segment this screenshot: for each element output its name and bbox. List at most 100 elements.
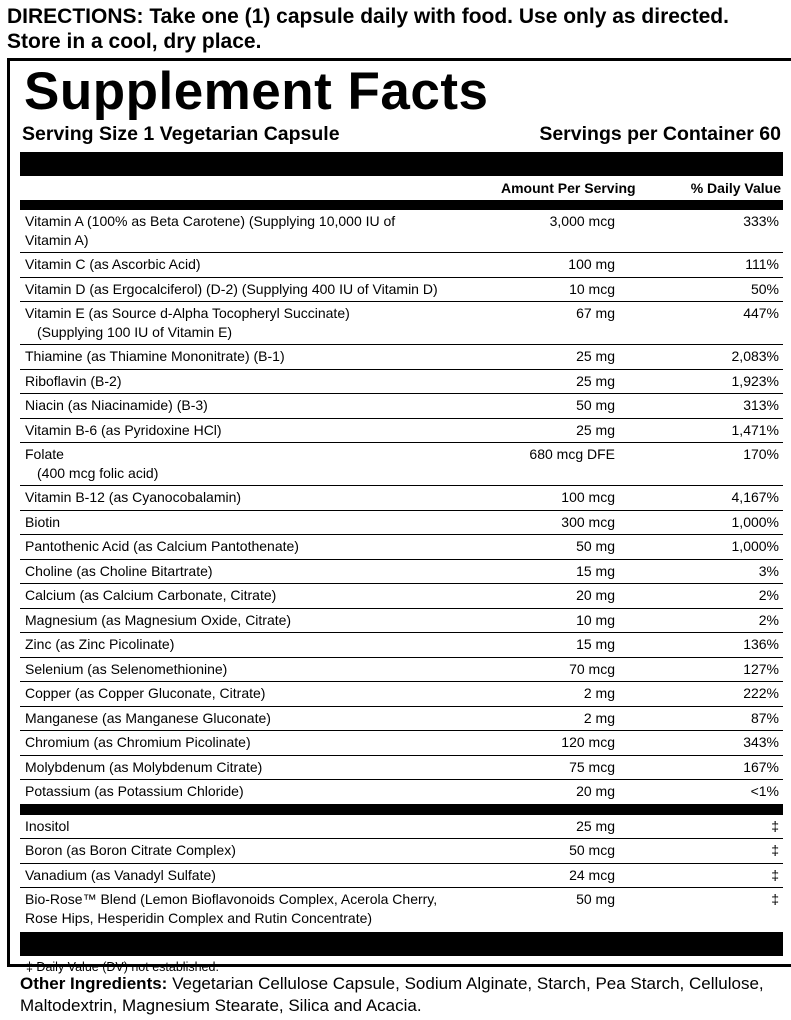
amount: 25 mg [576, 817, 615, 834]
daily-value: 222% [743, 685, 779, 701]
amount: 24 mcg [569, 866, 615, 883]
nutrient-name: Chromium (as Chromium Picolinate) [25, 734, 251, 750]
nutrient-note: (Supplying 100 IU of Vitamin E) [37, 323, 233, 340]
amount: 50 mg [576, 891, 615, 907]
daily-value: 333% [743, 213, 779, 229]
daily-value: 127% [743, 660, 779, 677]
nutrient-name: Vitamin D (as Ergocalciferol) (D-2) (Sup… [25, 280, 438, 297]
daily-value: 2,083% [731, 348, 779, 364]
footnote: ‡ Daily Value (DV) not established. [26, 960, 219, 974]
nutrient-cell: Riboflavin (B-2) [20, 372, 495, 391]
nutrient-row: Chromium (as Chromium Picolinate) 120 mcg… [20, 731, 783, 756]
directions-text: Take one (1) capsule daily with food. Us… [7, 5, 729, 53]
daily-value: 136% [743, 636, 779, 652]
amount: 75 mcg [569, 758, 615, 775]
nutrient-row: Boron (as Boron Citrate Complex) 50 mcg ‡ [20, 839, 783, 864]
amount: 300 mcg [561, 513, 615, 530]
nutrient-name: Biotin [25, 513, 61, 530]
nutrient-row: Bio-Rose™ Blend (Lemon Bioflavonoids Com… [20, 888, 783, 930]
daily-value: ‡ [771, 866, 779, 883]
daily-value: 167% [743, 758, 779, 775]
nutrient-note: (400 mcg folic acid) [37, 464, 159, 481]
nutrient-row: Folate (400 mcg folic acid) 680 mcg DFE 170… [20, 443, 783, 486]
nutrient-cell: Vitamin B-12 (as Cyanocobalamin) [20, 488, 495, 507]
amount: 120 mcg [561, 734, 615, 750]
amount: 25 mg [576, 372, 615, 389]
nutrient-cell: Biotin [20, 513, 495, 532]
nutrient-row: Selenium (as Selenomethionine) 70 mcg 127% [20, 658, 783, 682]
nutrient-name: Molybdenum (as Molybdenum Citrate) [25, 758, 263, 775]
serving-size: Serving Size 1 Vegetarian Capsule [22, 123, 340, 145]
nutrient-cell: Vitamin D (as Ergocalciferol) (D-2) (Sup… [20, 280, 495, 299]
column-header: Amount Per Serving % Daily Value [22, 176, 781, 200]
daily-value: 447% [743, 305, 779, 321]
nutrient-cell: Vitamin A (100% as Beta Carotene) (Suppl… [20, 212, 495, 249]
nutrient-name: Thiamine (as Thiamine Mononitrate) (B-1) [25, 348, 285, 364]
amount-header: Amount Per Serving [501, 180, 636, 196]
other-ingredients-text: Vegetarian Cellulose Capsule, Sodium Alg… [20, 974, 764, 1015]
nutrient-name: Magnesium (as Magnesium Oxide, Citrate) [25, 611, 292, 628]
daily-value: 1,000% [731, 538, 779, 554]
daily-value: 343% [743, 734, 779, 750]
daily-value-header: % Daily Value [690, 180, 781, 196]
divider [20, 804, 783, 815]
nutrient-cell: Selenium (as Selenomethionine) [20, 660, 495, 679]
nutrient-row: Manganese (as Manganese Gluconate) 2 mg 87… [20, 707, 783, 731]
nutrient-name: Niacin (as Niacinamide) (B-3) [25, 397, 208, 413]
nutrient-cell: Magnesium (as Magnesium Oxide, Citrate) [20, 611, 495, 630]
amount: 50 mcg [569, 842, 615, 858]
nutrient-name: Vitamin A (100% as Beta Carotene) (Suppl… [25, 213, 396, 248]
nutrient-row: Vanadium (as Vanadyl Sulfate) 24 mcg ‡ [20, 864, 783, 888]
amount: 25 mg [576, 421, 615, 438]
nutrient-name: Riboflavin (B-2) [25, 372, 122, 389]
directions: DIRECTIONS: Take one (1) capsule daily w… [7, 4, 777, 54]
nutrient-row: Vitamin E (as Source d-Alpha Tocopheryl … [20, 302, 783, 345]
nutrient-row: Magnesium (as Magnesium Oxide, Citrate) 1… [20, 609, 783, 633]
daily-value: ‡ [771, 891, 779, 907]
nutrient-cell: Zinc (as Zinc Picolinate) [20, 635, 495, 654]
daily-value: 2% [758, 587, 779, 603]
panel-title: Supplement Facts [24, 62, 489, 121]
nutrient-row: Molybdenum (as Molybdenum Citrate) 75 mcg… [20, 756, 783, 780]
nutrient-cell: Inositol [20, 817, 495, 836]
nutrient-cell: Chromium (as Chromium Picolinate) [20, 733, 495, 752]
nutrient-name: Potassium (as Potassium Chloride) [25, 783, 244, 799]
nutrient-cell: Boron (as Boron Citrate Complex) [20, 841, 495, 860]
nutrient-list: Vitamin A (100% as Beta Carotene) (Suppl… [16, 210, 787, 805]
nutrient-cell: Manganese (as Manganese Gluconate) [20, 709, 495, 728]
nutrient-row: Zinc (as Zinc Picolinate) 15 mg 136% [20, 633, 783, 658]
supplement-facts-panel: Supplement Facts Serving Size 1 Vegetari… [7, 58, 791, 974]
nutrient-cell: Vanadium (as Vanadyl Sulfate) [20, 866, 495, 885]
nutrient-row: Potassium (as Potassium Chloride) 20 mg <1… [20, 780, 783, 805]
amount: 67 mg [576, 305, 615, 321]
nutrient-row: Riboflavin (B-2) 25 mg 1,923% [20, 370, 783, 394]
nutrient-cell: Calcium (as Calcium Carbonate, Citrate) [20, 586, 495, 605]
nutrient-name: Inositol [25, 817, 70, 834]
nutrient-name: Folate [25, 446, 64, 462]
divider [20, 152, 783, 176]
amount: 2 mg [583, 709, 615, 726]
daily-value: 2% [758, 611, 779, 628]
nutrient-cell: Niacin (as Niacinamide) (B-3) [20, 396, 495, 415]
nutrient-cell: Thiamine (as Thiamine Mononitrate) (B-1) [20, 347, 495, 366]
divider [20, 200, 783, 210]
daily-value: 50% [750, 280, 779, 297]
nutrient-cell: Potassium (as Potassium Chloride) [20, 782, 495, 801]
nutrient-row: Choline (as Choline Bitartrate) 15 mg 3% [20, 560, 783, 584]
nutrient-name: Copper (as Copper Gluconate, Citrate) [25, 685, 266, 701]
amount: 10 mcg [569, 280, 615, 297]
divider [20, 932, 783, 956]
nutrient-name: Vitamin B-12 (as Cyanocobalamin) [25, 489, 242, 505]
amount: 680 mcg DFE [529, 446, 615, 462]
nutrient-cell: Folate (400 mcg folic acid) [20, 445, 495, 482]
nutrient-row: Vitamin D (as Ergocalciferol) (D-2) (Sup… [20, 278, 783, 302]
nutrient-name: Bio-Rose™ Blend (Lemon Bioflavonoids Com… [25, 891, 438, 926]
amount: 50 mg [576, 397, 615, 413]
amount: 100 mcg [561, 489, 615, 505]
amount: 25 mg [576, 348, 615, 364]
nutrient-name: Pantothenic Acid (as Calcium Pantothenat… [25, 538, 299, 554]
serving-info: Serving Size 1 Vegetarian Capsule Servin… [22, 122, 781, 146]
nutrient-row: Vitamin C (as Ascorbic Acid) 100 mg 111% [20, 253, 783, 278]
daily-value: 1,000% [731, 513, 779, 530]
